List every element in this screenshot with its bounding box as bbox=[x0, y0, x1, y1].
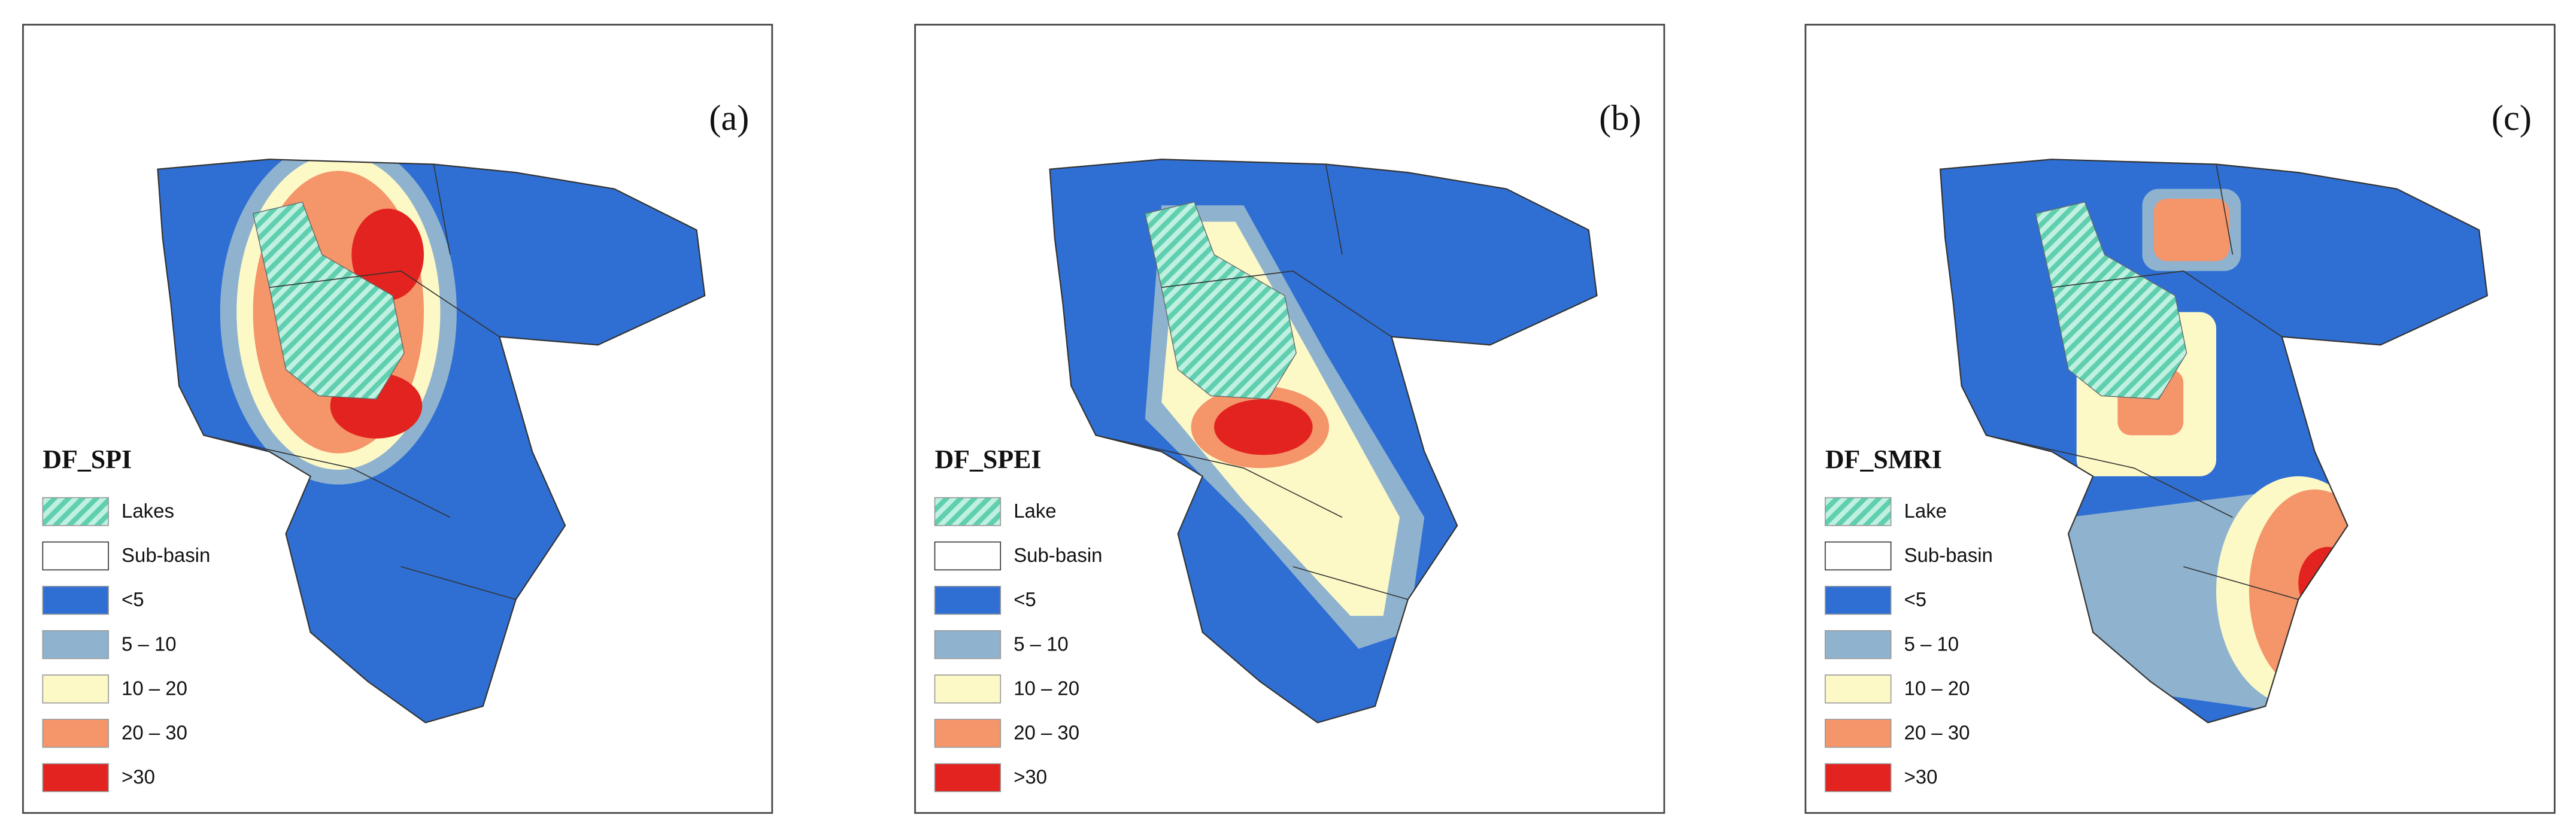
legend-title: DF_SMRI bbox=[1825, 445, 1942, 474]
legend-swatch bbox=[42, 497, 109, 527]
legend-label: <5 bbox=[122, 588, 144, 610]
legend-swatch bbox=[42, 674, 109, 704]
legend-swatch bbox=[1825, 541, 1892, 571]
legend-swatch bbox=[934, 674, 1002, 704]
legend-label: 10 – 20 bbox=[122, 677, 187, 699]
legend-label: 20 – 30 bbox=[122, 721, 187, 743]
legend-label: >30 bbox=[1904, 766, 1938, 788]
legend-swatch bbox=[934, 763, 1002, 792]
panel-label: (b) bbox=[1599, 98, 1641, 138]
legend-swatch bbox=[934, 719, 1002, 748]
legend-label: <5 bbox=[1904, 588, 1927, 610]
legend-swatch bbox=[42, 763, 109, 792]
panel-label: (c) bbox=[2492, 98, 2532, 138]
legend-swatch bbox=[1825, 719, 1892, 748]
map-panel: (b) DF_SPEI Lake Sub-basin <5 5 – 10 10 – 20 20… bbox=[914, 23, 1665, 814]
legend-label: <5 bbox=[1014, 588, 1036, 610]
legend-swatch bbox=[1825, 497, 1892, 527]
legend-label: Sub-basin bbox=[1014, 544, 1102, 566]
legend-swatch bbox=[934, 585, 1002, 615]
legend-label: Sub-basin bbox=[1904, 544, 1993, 566]
legend-label: 10 – 20 bbox=[1904, 677, 1970, 699]
legend-label: Lake bbox=[1904, 500, 1947, 522]
legend-label: 5 – 10 bbox=[122, 633, 177, 655]
legend-label: 10 – 20 bbox=[1014, 677, 1079, 699]
panel-label: (a) bbox=[709, 98, 749, 138]
legend-label: Lake bbox=[1014, 500, 1056, 522]
legend-label: Sub-basin bbox=[122, 544, 210, 566]
legend-label: 5 – 10 bbox=[1904, 633, 1959, 655]
legend-label: 20 – 30 bbox=[1014, 721, 1079, 743]
legend-label: 20 – 30 bbox=[1904, 721, 1970, 743]
legend-swatch bbox=[1825, 763, 1892, 792]
map-panel: (a) DF_SPI Lakes Sub-basin <5 5 – 10 10 – 20 20… bbox=[22, 23, 773, 814]
legend-swatch bbox=[42, 719, 109, 748]
legend-label: Lakes bbox=[122, 500, 174, 522]
legend-title: DF_SPEI bbox=[934, 445, 1041, 474]
legend-swatch bbox=[42, 541, 109, 571]
legend-swatch bbox=[934, 541, 1002, 571]
legend-swatch bbox=[42, 585, 109, 615]
legend-swatch bbox=[1825, 630, 1892, 659]
legend-title: DF_SPI bbox=[43, 445, 132, 474]
legend-label: >30 bbox=[1014, 766, 1047, 788]
legend-swatch bbox=[934, 497, 1002, 527]
legend-swatch bbox=[934, 630, 1002, 659]
legend-swatch bbox=[42, 630, 109, 659]
legend-label: 5 – 10 bbox=[1014, 633, 1069, 655]
legend-swatch bbox=[1825, 585, 1892, 615]
legend-swatch bbox=[1825, 674, 1892, 704]
map-panel: (c) DF_SMRI Lake Sub-basin <5 5 – 10 10 – 20 20… bbox=[1804, 23, 2556, 814]
legend-label: >30 bbox=[122, 766, 155, 788]
